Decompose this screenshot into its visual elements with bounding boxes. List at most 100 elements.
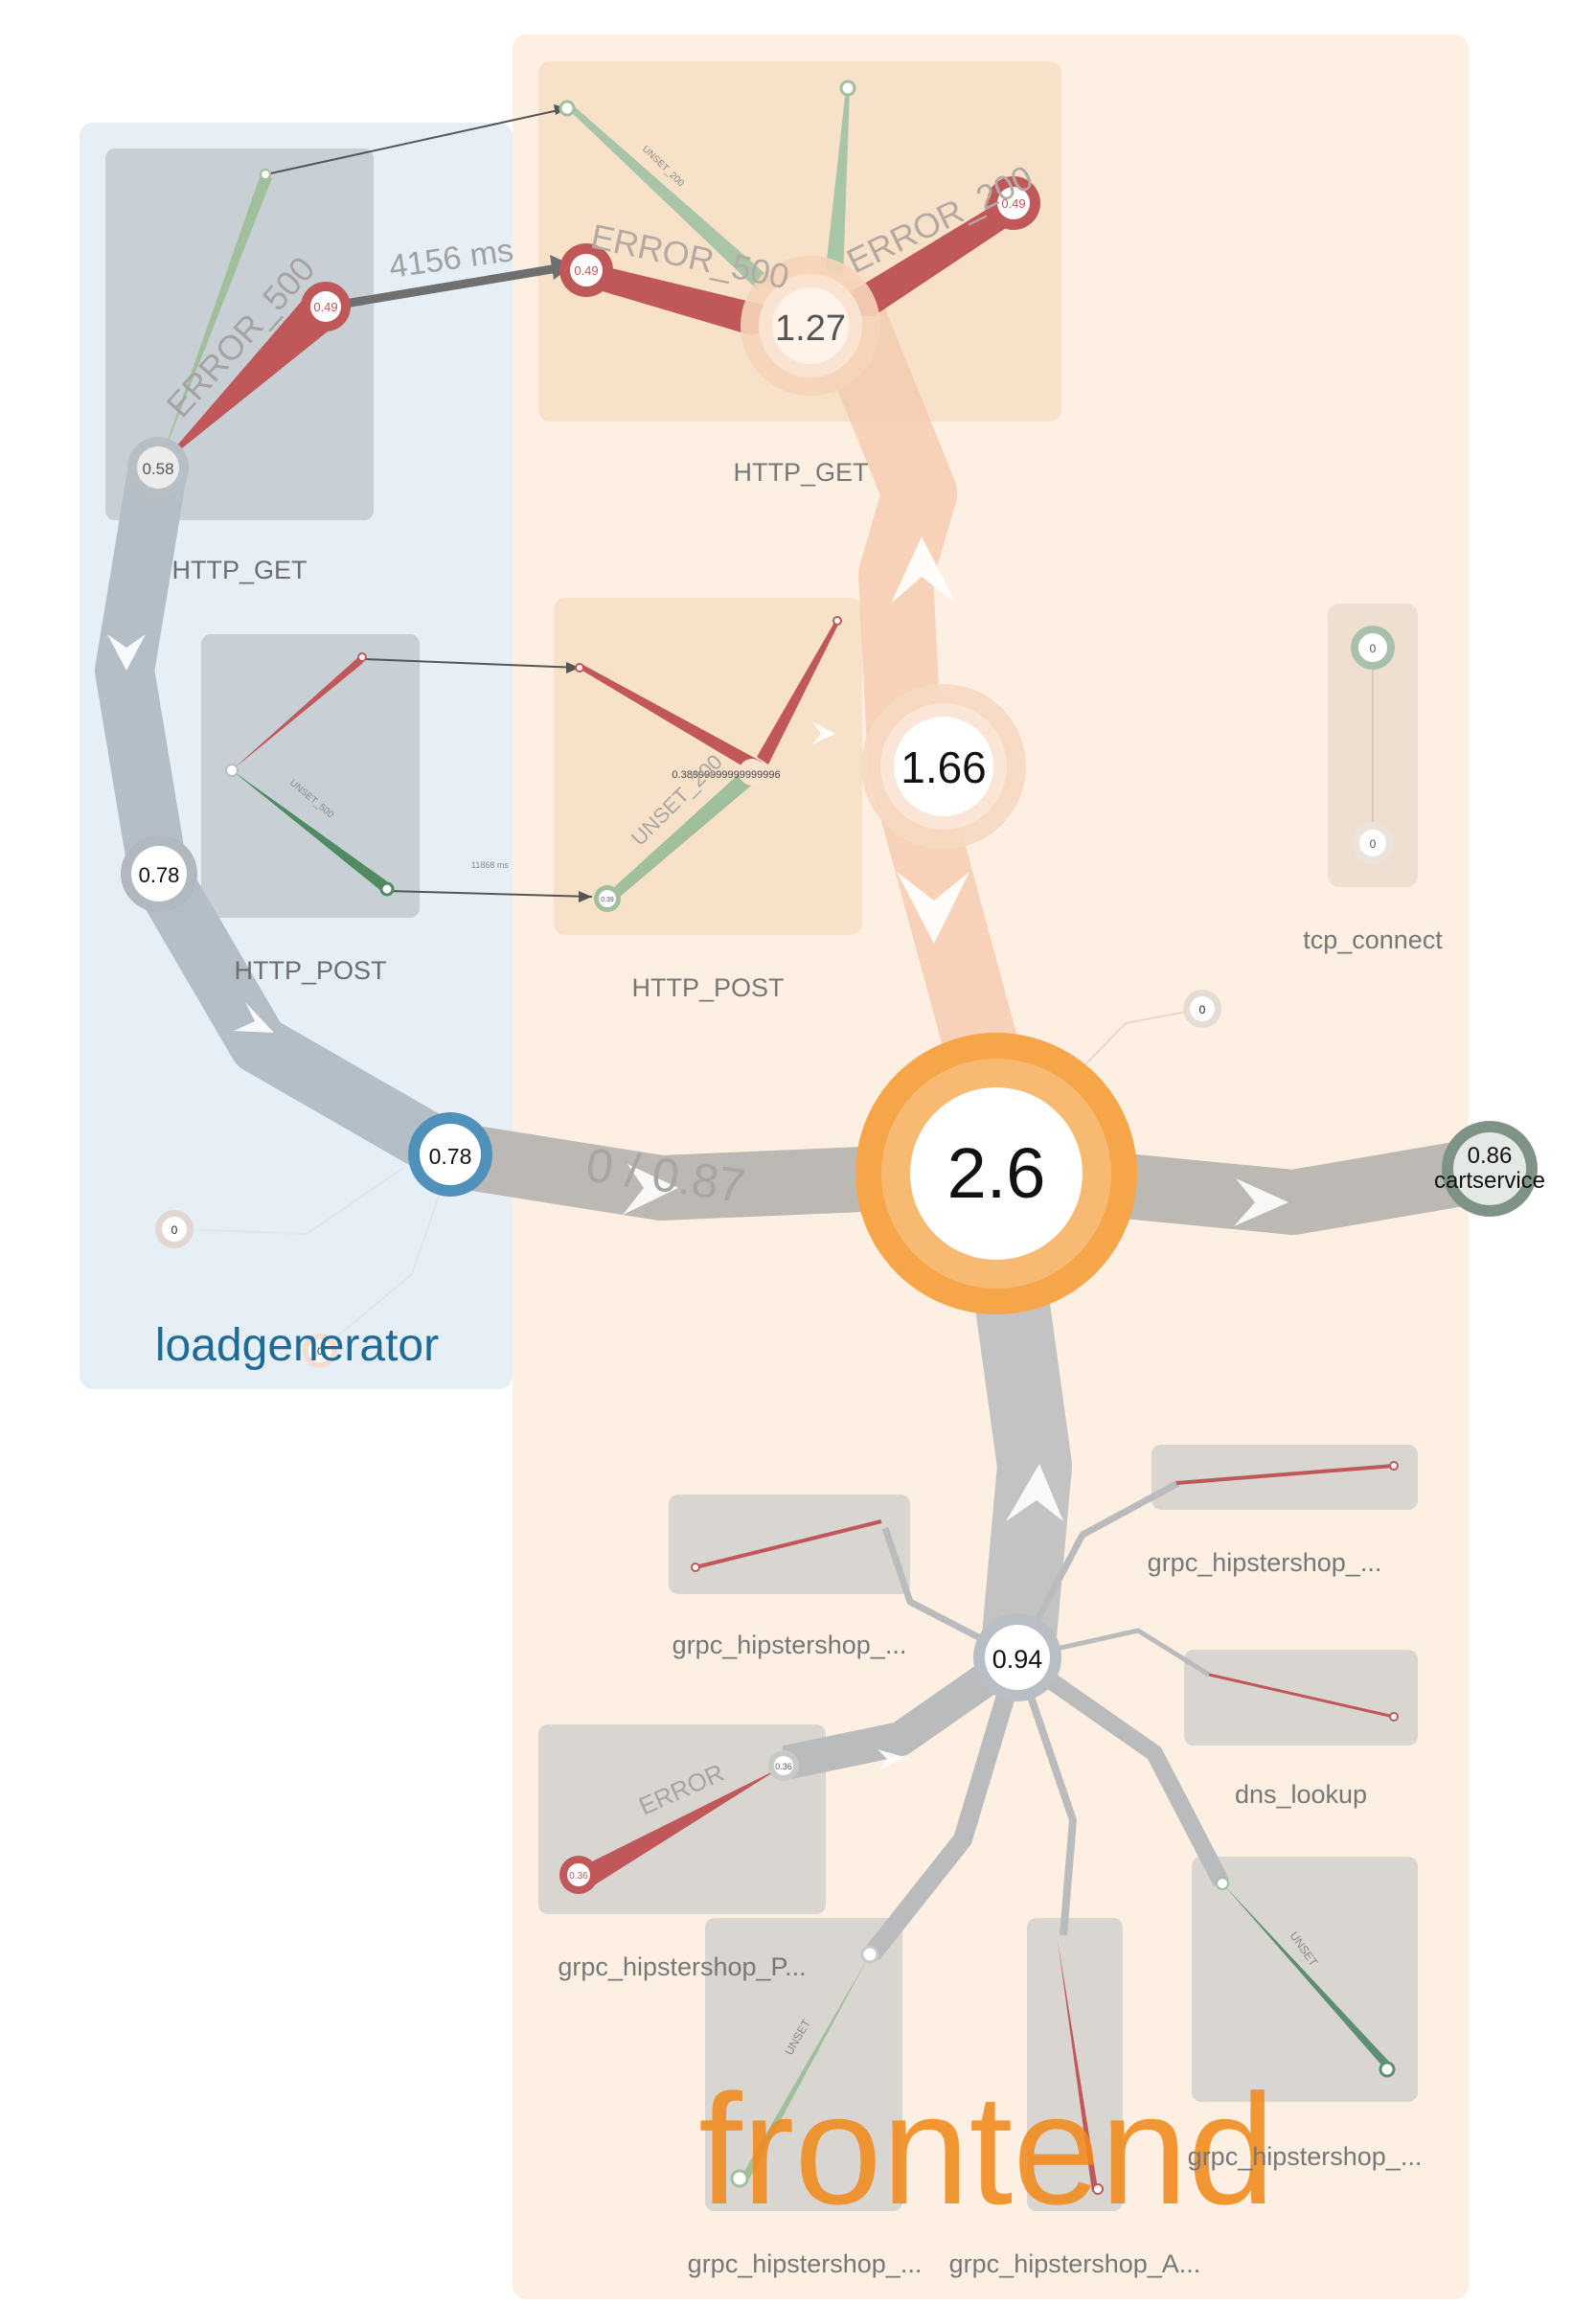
cartservice-node[interactable]: 0.86 cartservice xyxy=(1434,1121,1545,1217)
lg-http-get-label: HTTP_GET xyxy=(171,556,307,584)
endpoint-dot[interactable] xyxy=(839,80,856,97)
fe-http-get-box[interactable] xyxy=(538,61,1061,422)
lg-get-to-fe-main-trace-line xyxy=(327,262,570,311)
frontend-http-post-node[interactable]: 1.66 xyxy=(861,684,1026,849)
grpc-bottom-mid-label: grpc_hipstershop_A... xyxy=(949,2249,1201,2278)
grpc-bottom-left-box[interactable] xyxy=(705,1918,902,2211)
lg-post-to-main-flow[interactable] xyxy=(132,856,466,1180)
arrowhead xyxy=(579,891,592,902)
fe-post-unset-200-wedge[interactable] xyxy=(604,766,757,902)
lg-error-get-node[interactable]: 0.49 xyxy=(301,282,351,331)
flow-chevron-icon xyxy=(234,1002,274,1033)
lg-small-zero-node-a[interactable]: 0 xyxy=(155,1210,194,1248)
loadgenerator-get-node[interactable]: 0.58 xyxy=(127,437,189,498)
fe-post-error-wedge-a[interactable] xyxy=(578,664,762,771)
fe-post-target-value: 0.39 xyxy=(601,897,614,903)
lg-post-error-wedge[interactable] xyxy=(232,657,363,770)
endpoint-dot[interactable] xyxy=(832,616,842,626)
lg-get-to-post-flow[interactable] xyxy=(95,462,188,878)
loadgenerator-get-value: 0.58 xyxy=(142,460,173,478)
endpoint-dot[interactable] xyxy=(1379,2061,1396,2078)
lg-small-zero-value-b: 0 xyxy=(317,1346,323,1358)
lg-small-zero-node-b[interactable]: 0 xyxy=(303,1334,337,1368)
hub-to-grpc-bottom-right-flow[interactable] xyxy=(1012,1650,1229,1887)
frontend-main-node[interactable]: 2.6 xyxy=(855,1033,1137,1314)
grpc-error-small-value: 0.36 xyxy=(775,1762,792,1771)
lg-small-zero-line-b xyxy=(319,1163,451,1352)
hub-to-grpc-left-flow[interactable] xyxy=(782,1643,1028,1780)
flow-chevron-icon xyxy=(623,1164,678,1215)
lg-small-zero-value-a: 0 xyxy=(171,1223,178,1237)
tcp-connect-top-node[interactable]: 0 xyxy=(1351,626,1395,670)
fe-dns-lookup-label: dns_lookup xyxy=(1235,1780,1367,1809)
loadgenerator-main-value: 0.78 xyxy=(429,1144,472,1169)
fe-unset-200-get-wedge[interactable] xyxy=(567,103,772,289)
frontend-http-post-value: 1.66 xyxy=(901,742,987,792)
fe-small-zero-node[interactable]: 0 xyxy=(1183,990,1221,1028)
loadgenerator-post-value: 0.78 xyxy=(139,863,180,887)
lg-post-unset-wedge[interactable] xyxy=(232,770,387,891)
endpoint-dot[interactable] xyxy=(691,1563,700,1572)
cartservice-label: cartservice xyxy=(1434,1168,1545,1194)
grpc-mid-left-trace-line xyxy=(695,1519,882,1569)
tcp-connect-bottom-value: 0 xyxy=(1370,837,1377,851)
endpoint-dot[interactable] xyxy=(730,2169,749,2188)
grpc-bottom-mid-error-wedge[interactable] xyxy=(1058,1940,1098,2192)
hub-to-grpc-top-right-flow[interactable] xyxy=(1014,1479,1180,1659)
frontend-http-get-value: 1.27 xyxy=(775,308,846,349)
grpc-error-wedge[interactable] xyxy=(579,1768,781,1885)
lg-unset-wedge[interactable] xyxy=(158,174,272,468)
grpc-bottom-right-label: grpc_hipstershop_... xyxy=(1188,2142,1423,2171)
grpc-bottom-left-label: grpc_hipstershop_... xyxy=(688,2249,923,2278)
fe-unset-get-wedge[interactable] xyxy=(826,88,850,278)
flow-chevron-icon xyxy=(891,536,956,604)
flow-chevron-icon xyxy=(812,721,835,744)
fe-post-target-node[interactable]: 0.39 xyxy=(594,885,621,912)
frontend-main-value: 2.6 xyxy=(947,1133,1046,1213)
endpoint-dot[interactable] xyxy=(860,1945,879,1964)
lg-error-500-wedge[interactable] xyxy=(158,293,328,468)
endpoint-dot[interactable] xyxy=(1092,2183,1104,2195)
hub-to-grpc-bottom-left-flow[interactable] xyxy=(864,1655,1027,1961)
grpc-unset-a-wedge[interactable] xyxy=(740,1954,870,2182)
loadgenerator-group-title: loadgenerator xyxy=(155,1320,439,1371)
fe-post-inner-value: 0.38999999999999996 xyxy=(672,769,780,781)
grpc-error-big-value: 0.36 xyxy=(569,1871,588,1882)
fe-http-post-box[interactable] xyxy=(554,598,862,935)
endpoint-dot[interactable] xyxy=(1216,1877,1229,1890)
arrowhead xyxy=(566,662,580,673)
fe-error-200-node[interactable]: 0.49 xyxy=(987,176,1040,230)
endpoint-dot[interactable] xyxy=(357,652,367,662)
flow-chevron-icon xyxy=(878,1749,904,1770)
fe-dns-lookup-box[interactable] xyxy=(1184,1650,1418,1746)
cartservice-value: 0.86 xyxy=(1468,1143,1513,1169)
flow-chevron-icon xyxy=(1234,1178,1288,1226)
hub-to-grpc-bottom-mid-flow[interactable] xyxy=(1014,1655,1077,1936)
endpoint-dot[interactable] xyxy=(1389,1461,1399,1471)
frontend-grpc-hub-node[interactable]: 0.94 xyxy=(973,1613,1061,1701)
lg-error-get-value: 0.49 xyxy=(313,300,337,314)
endpoint-dot[interactable] xyxy=(559,100,576,117)
tcp-connect-top-value: 0 xyxy=(1370,642,1377,655)
grpc-top-right-box[interactable] xyxy=(1151,1445,1418,1510)
endpoint-dot[interactable] xyxy=(575,663,584,673)
endpoint-dot[interactable] xyxy=(225,764,239,777)
loadgenerator-post-node[interactable]: 0.78 xyxy=(121,835,197,912)
grpc-error-small-node[interactable]: 0.36 xyxy=(768,1750,799,1781)
fe-error-500-node[interactable]: 0.49 xyxy=(559,243,613,297)
grpc-error-big-node[interactable]: 0.36 xyxy=(559,1856,598,1894)
endpoint-dot[interactable] xyxy=(379,881,395,897)
fe-post-inner-node[interactable]: 0.38999999999999996 xyxy=(672,759,781,786)
fe-post-error-wedge-b[interactable] xyxy=(757,621,839,765)
lg-http-post-box[interactable] xyxy=(201,634,420,918)
tcp-connect-bottom-node[interactable]: 0 xyxy=(1352,822,1394,864)
grpc-unset-b-wedge[interactable] xyxy=(1224,1885,1391,2069)
frontend-http-get-node[interactable]: 1.27 xyxy=(741,256,880,396)
grpc-top-right-label: grpc_hipstershop_... xyxy=(1148,1548,1382,1577)
endpoint-dot[interactable] xyxy=(1389,1712,1399,1722)
loadgenerator-main-node[interactable]: 0.78 xyxy=(408,1112,492,1197)
fe-http-get-label: HTTP_GET xyxy=(733,458,868,487)
lg-get-to-fe-trace-line xyxy=(265,107,568,175)
endpoint-dot[interactable] xyxy=(260,169,271,180)
dns-lookup-trace-line xyxy=(1208,1673,1395,1719)
